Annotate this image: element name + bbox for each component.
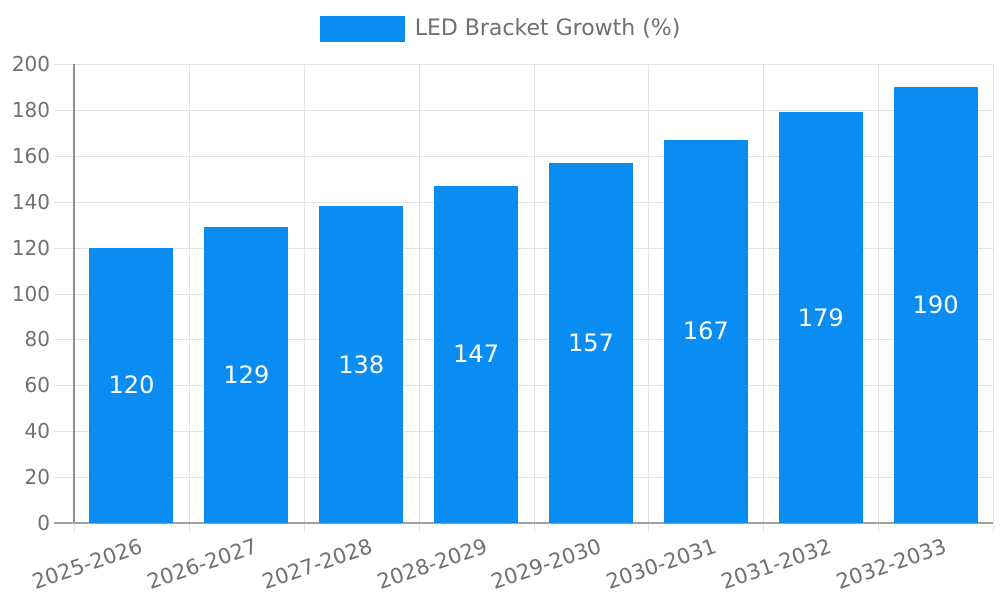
horizontal-gridline — [54, 156, 993, 157]
horizontal-gridline — [54, 110, 993, 111]
y-axis-label: 60 — [24, 373, 50, 398]
horizontal-gridline — [54, 202, 993, 203]
bar[interactable]: 120 — [89, 247, 174, 523]
bar-value-label: 167 — [682, 317, 729, 346]
bar-value-label: 179 — [797, 303, 844, 332]
y-axis-line — [73, 64, 75, 523]
vertical-gridline — [878, 64, 880, 532]
bar-value-label: 190 — [912, 290, 959, 319]
bar[interactable]: 167 — [663, 139, 748, 523]
horizontal-gridline — [54, 431, 993, 432]
y-axis-label: 20 — [24, 465, 50, 490]
vertical-gridline — [648, 64, 650, 532]
y-axis-label: 80 — [24, 327, 50, 352]
y-axis-label: 40 — [24, 419, 50, 444]
y-axis-label: 120 — [11, 235, 50, 260]
bar[interactable]: 147 — [434, 185, 519, 523]
x-axis-label: 2029-2030 — [488, 534, 605, 594]
horizontal-gridline — [54, 339, 993, 340]
bar[interactable]: 157 — [548, 162, 633, 523]
bar[interactable]: 179 — [778, 112, 863, 523]
vertical-gridline — [188, 64, 190, 532]
vertical-gridline — [303, 64, 305, 532]
y-axis-label: 140 — [11, 189, 50, 214]
vertical-gridline — [993, 64, 994, 532]
bar[interactable]: 129 — [204, 226, 289, 523]
y-axis-label: 180 — [11, 97, 50, 122]
vertical-gridline — [418, 64, 420, 532]
x-axis-label: 2030-2031 — [603, 534, 720, 594]
bar-value-label: 157 — [568, 328, 614, 357]
y-axis-label: 160 — [11, 143, 50, 168]
bar-value-label: 138 — [338, 350, 385, 379]
horizontal-gridline — [54, 477, 993, 478]
y-axis-label: 100 — [11, 281, 50, 306]
x-axis-label: 2032-2033 — [833, 534, 950, 594]
bar-value-label: 120 — [108, 371, 155, 400]
legend[interactable]: LED Bracket Growth (%) — [0, 16, 1000, 42]
x-axis-label: 2031-2032 — [718, 534, 835, 594]
x-axis-label: 2028-2029 — [373, 534, 490, 594]
x-axis-label: 2026-2027 — [144, 534, 261, 594]
vertical-gridline — [763, 64, 765, 532]
bar-value-label: 129 — [223, 360, 270, 389]
bar[interactable]: 138 — [319, 206, 404, 523]
bar[interactable]: 190 — [893, 86, 978, 523]
vertical-gridline — [533, 64, 535, 532]
horizontal-gridline — [54, 385, 993, 386]
horizontal-gridline — [54, 64, 993, 65]
x-axis-label: 2025-2026 — [29, 534, 146, 594]
horizontal-gridline — [54, 248, 993, 249]
legend-label: LED Bracket Growth (%) — [414, 16, 681, 41]
bar-value-label: 147 — [453, 340, 499, 369]
horizontal-gridline — [54, 294, 993, 295]
legend-swatch — [319, 16, 405, 42]
y-axis-label: 0 — [37, 511, 50, 535]
x-axis-line — [54, 522, 993, 524]
y-axis-label: 200 — [11, 52, 50, 76]
x-axis-label: 2027-2028 — [258, 534, 376, 594]
